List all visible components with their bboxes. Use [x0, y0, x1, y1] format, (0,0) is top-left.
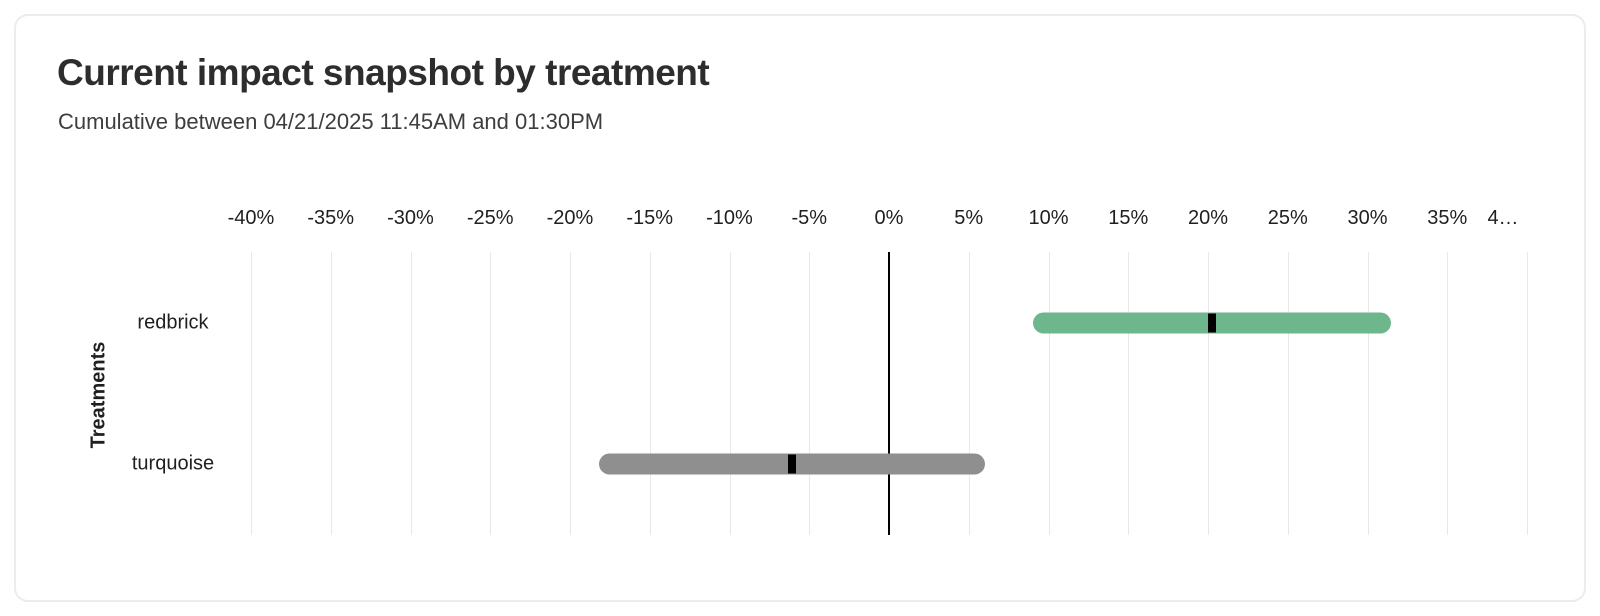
gridline--15pct: [649, 252, 651, 535]
impact-snapshot-card: Current impact snapshot by treatment Cum…: [14, 14, 1586, 602]
gridline-25pct: [1287, 252, 1289, 535]
gridline--5pct: [809, 252, 811, 535]
x-tick-label-20pct: 20%: [1187, 207, 1229, 229]
gridline--40pct: [251, 252, 252, 535]
gridline-30pct: [1367, 252, 1369, 535]
x-tick-label--20pct: -20%: [546, 207, 594, 229]
x-tick-label-5pct: 5%: [954, 207, 984, 229]
gridline--20pct: [570, 252, 571, 535]
x-tick-label--5pct: -5%: [791, 207, 828, 229]
x-tick-label--25pct: -25%: [466, 207, 514, 229]
row-label-redbrick: redbrick: [137, 311, 209, 334]
gridline--35pct: [330, 252, 332, 535]
chart-subtitle: Cumulative between 04/21/2025 11:45AM an…: [58, 109, 604, 134]
y-axis-title: Treatments: [87, 341, 110, 449]
estimate-marker-turquoise[interactable]: [787, 454, 796, 474]
gridline-15pct: [1128, 252, 1130, 535]
x-tick-label-40pct: 4…: [1487, 207, 1519, 229]
x-tick-label--30pct: -30%: [387, 207, 434, 229]
x-tick-label-0pct: 0%: [874, 207, 904, 229]
chart-plot-area: -40% -35% -30% -25% -20% -15% -10% -5% 0% 5% 10% 15…: [16, 16, 1584, 600]
gridline--10pct: [729, 252, 731, 535]
gridline-40pct: [1527, 252, 1528, 535]
x-tick-label--40pct: -40%: [227, 207, 275, 229]
x-tick-label--15pct: -15%: [626, 207, 674, 229]
x-tick-label-15pct: 15%: [1108, 207, 1149, 229]
x-tick-label--35pct: -35%: [307, 207, 355, 229]
x-tick-label-30pct: 30%: [1347, 207, 1388, 229]
gridline-5pct: [968, 252, 970, 535]
gridline-10pct: [1048, 252, 1050, 535]
x-tick-label-35pct: 35%: [1427, 207, 1468, 229]
zero-axis-line: [888, 252, 890, 535]
chart-title: Current impact snapshot by treatment: [57, 52, 710, 93]
gridline--25pct: [490, 252, 492, 535]
gridline-20pct: [1208, 252, 1209, 535]
gridline-35pct: [1447, 252, 1449, 535]
x-tick-label-25pct: 25%: [1267, 207, 1308, 229]
gridline--30pct: [410, 252, 412, 535]
x-tick-label--10pct: -10%: [706, 207, 753, 229]
x-tick-label-10pct: 10%: [1028, 207, 1069, 229]
estimate-marker-redbrick[interactable]: [1207, 313, 1216, 333]
row-label-turquoise: turquoise: [131, 452, 215, 475]
